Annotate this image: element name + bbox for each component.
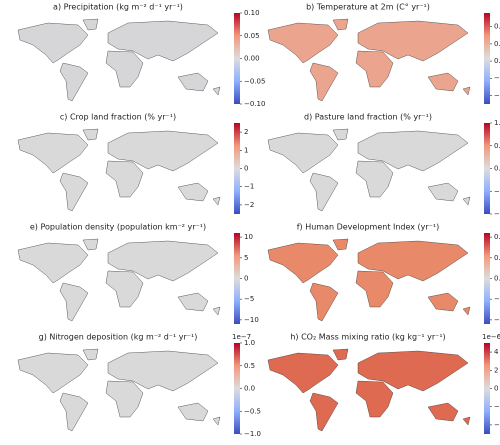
colorbar (484, 233, 490, 324)
colorbar-tick-label: 0.05 (244, 32, 260, 40)
colorbar-tick-label: 0.0 (244, 385, 255, 393)
map (267, 128, 471, 212)
panel-title: f) Human Development Index (yr⁻¹) (297, 223, 440, 232)
colorbar-tick-label: −1.0 (494, 210, 500, 218)
colorbar (234, 233, 240, 324)
panel-title: g) Nitrogen deposition (kg m⁻² d⁻¹ yr⁻¹) (39, 333, 198, 342)
colorbar-tick-label: 0.2 (494, 23, 500, 31)
map (267, 238, 471, 322)
colorbar-tick-label: −0.2 (494, 91, 500, 99)
colorbar-tick-label: 0.0 (494, 57, 500, 65)
colorbar-tick-label: 0.5 (244, 362, 255, 370)
colorbar-tick-label: 4 (494, 348, 499, 356)
colorbar-tick-label: 0.005 (494, 254, 500, 262)
colorbar-tick-label: −0.05 (244, 77, 265, 85)
panel-title: b) Temperature at 2m (C° yr⁻¹) (306, 3, 430, 12)
colorbar-tick-label: 0.010 (494, 233, 500, 241)
colorbar (484, 123, 490, 214)
colorbar-tick-label: 0.1 (494, 40, 500, 48)
colorbar-tick-label: −10 (244, 316, 259, 324)
colorbar-tick-label: −4 (494, 421, 500, 429)
colorbar-tick-label: 0.10 (244, 9, 260, 17)
map (17, 128, 221, 212)
colorbar-tick-label: −0.010 (494, 316, 500, 324)
colorbar-tick-label: 1.0 (244, 339, 255, 347)
colorbar-tick-label: −0.5 (494, 187, 500, 195)
panel-title: h) CO₂ Mass mixing ratio (kg kg⁻¹ yr⁻¹) (290, 333, 445, 342)
colorbar (484, 13, 490, 104)
colorbar-tick-label: −1.0 (244, 430, 261, 438)
panel-title: a) Precipitation (kg m⁻² d⁻¹ yr⁻¹) (53, 3, 183, 12)
colorbar-tick-label: −5 (244, 295, 254, 303)
colorbar-tick-label: 0 (244, 165, 248, 173)
colorbar-tick-label: 0 (244, 275, 248, 283)
panel-title: c) Crop land fraction (% yr⁻¹) (60, 113, 176, 122)
colorbar (234, 13, 240, 104)
colorbar-tick-label: 2 (244, 128, 248, 136)
colorbar-tick-label: 5 (244, 254, 248, 262)
colorbar-tick-label: −1 (244, 183, 254, 191)
map (267, 18, 471, 102)
colorbar-tick-label: 2 (494, 366, 498, 374)
colorbar-tick-label: 0.0 (494, 165, 500, 173)
colorbar (234, 123, 240, 214)
colorbar-tick-label: −2 (494, 403, 500, 411)
colorbar-tick-label: −2 (244, 201, 254, 209)
colorbar-tick-label: 0.00 (244, 55, 260, 63)
colorbar-tick-label: 1.0 (494, 119, 500, 127)
panel-title: d) Pasture land fraction (% yr⁻¹) (304, 113, 432, 122)
colorbar-tick-label: 10 (244, 233, 253, 241)
map (267, 348, 471, 432)
colorbar-tick-label: −0.5 (244, 407, 261, 415)
colorbar-offset: 1e−7 (232, 333, 251, 341)
colorbar-tick-label: 0.000 (494, 275, 500, 283)
colorbar (484, 343, 490, 434)
colorbar (234, 343, 240, 434)
map (17, 18, 221, 102)
colorbar-tick-label: −0.005 (494, 295, 500, 303)
colorbar-tick-label: −0.10 (244, 100, 265, 108)
colorbar-tick-label: 0 (494, 385, 498, 393)
colorbar-tick-label: 0.5 (494, 142, 500, 150)
map (17, 348, 221, 432)
map (17, 238, 221, 322)
panel-title: e) Population density (population km⁻² y… (30, 223, 206, 232)
colorbar-offset: 1e−6 (482, 333, 500, 341)
colorbar-tick-label: 1 (244, 146, 248, 154)
colorbar-tick-label: −0.1 (494, 74, 500, 82)
